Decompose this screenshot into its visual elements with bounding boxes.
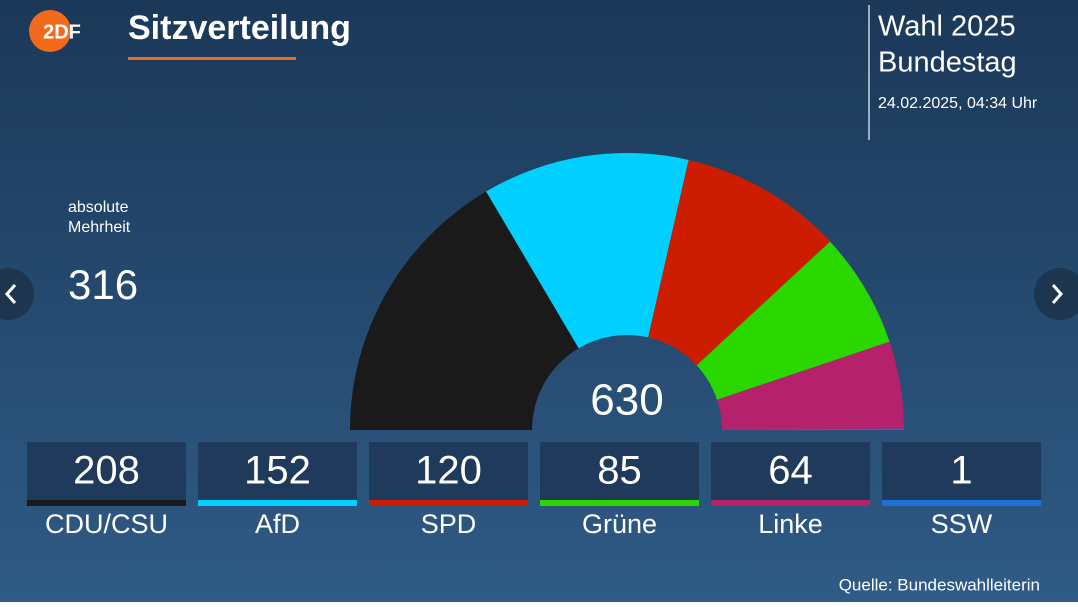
prev-button[interactable] (0, 268, 34, 320)
party-box (369, 442, 528, 506)
seat-segment (721, 428, 904, 430)
seat-segment (486, 153, 689, 349)
seat-count: 64 (768, 449, 813, 493)
party-name: Linke (758, 509, 823, 539)
seat-count: 1 (950, 449, 972, 493)
timestamp: 24.02.2025, 04:34 Uhr (878, 95, 1038, 112)
majority-value: 316 (68, 261, 138, 308)
party-name: SPD (421, 509, 477, 539)
party-box (198, 442, 357, 506)
total-seats: 630 (590, 376, 663, 425)
seat-segment (717, 341, 904, 430)
party-name: Grüne (582, 509, 657, 539)
party-color-bar (198, 500, 357, 506)
party-name: CDU/CSU (45, 509, 168, 539)
seat-segment (350, 191, 579, 430)
party-color-bar (540, 500, 699, 506)
title: Sitzverteilung (128, 9, 351, 47)
party-box (27, 442, 186, 506)
party-color-bar (27, 500, 186, 506)
majority-label: Mehrheit (68, 219, 131, 236)
seat-count: 85 (597, 449, 642, 493)
election-title: Wahl 2025 (878, 11, 1016, 43)
seat-segment (696, 241, 890, 400)
party-box (540, 442, 699, 506)
seat-count: 208 (73, 449, 140, 493)
seat-segment (648, 159, 831, 366)
seat-count: 120 (415, 449, 482, 493)
party-color-bar (882, 500, 1041, 506)
party-box (882, 442, 1041, 506)
seat-count: 152 (244, 449, 311, 493)
party-color-bar (711, 500, 870, 506)
title-underline (128, 57, 296, 60)
source: Quelle: Bundeswahlleiterin (839, 575, 1040, 594)
next-button[interactable] (1034, 268, 1078, 320)
party-box (711, 442, 870, 506)
party-name: SSW (931, 509, 993, 539)
party-color-bar (369, 500, 528, 506)
election-subtitle: Bundestag (878, 47, 1017, 79)
logo-circle (29, 10, 71, 52)
logo: 2DF (43, 21, 81, 43)
party-name: AfD (255, 509, 300, 539)
majority-label: absolute (68, 199, 129, 216)
